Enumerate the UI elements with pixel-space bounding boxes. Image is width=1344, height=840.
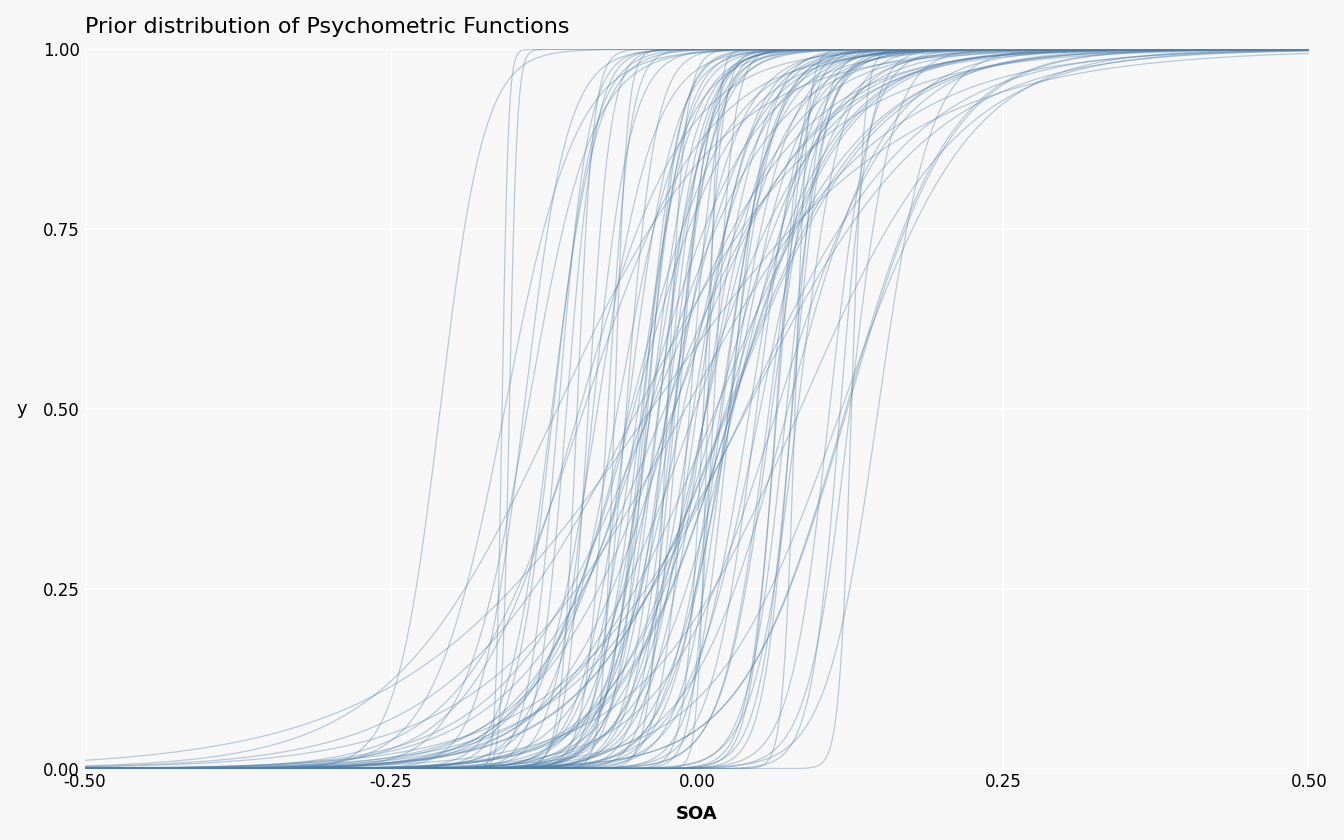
Y-axis label: y: y: [16, 400, 27, 418]
Text: Prior distribution of Psychometric Functions: Prior distribution of Psychometric Funct…: [85, 17, 569, 37]
X-axis label: SOA: SOA: [676, 806, 718, 823]
